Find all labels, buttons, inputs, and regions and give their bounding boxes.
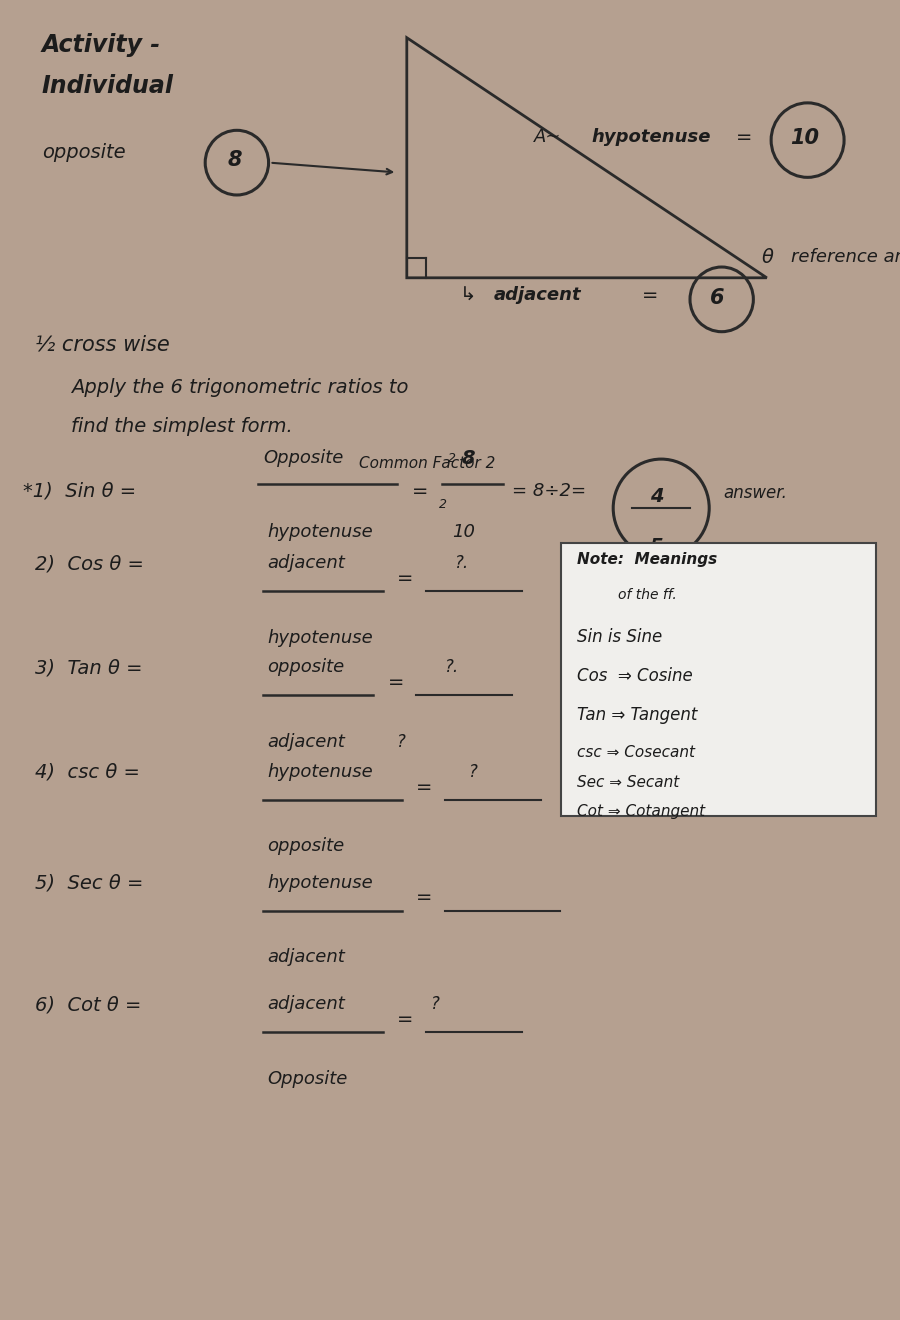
Text: adjacent: adjacent <box>267 948 346 966</box>
Text: hypotenuse: hypotenuse <box>267 874 374 891</box>
Text: =: = <box>417 888 433 907</box>
Text: 2)  Cos θ =: 2) Cos θ = <box>35 554 144 573</box>
Text: hypotenuse: hypotenuse <box>267 523 374 541</box>
Text: Activity -: Activity - <box>42 33 161 57</box>
Text: Apply the 6 trigonometric ratios to: Apply the 6 trigonometric ratios to <box>71 378 409 397</box>
Text: 3)  Tan θ =: 3) Tan θ = <box>35 659 143 677</box>
Text: adjacent: adjacent <box>267 995 346 1014</box>
Text: *1)  Sin θ =: *1) Sin θ = <box>22 482 136 500</box>
Text: =: = <box>388 673 404 692</box>
Text: =: = <box>642 285 659 305</box>
Text: hypotenuse: hypotenuse <box>267 763 374 781</box>
Text: 5: 5 <box>650 537 663 557</box>
Text: Opposite: Opposite <box>267 1069 348 1088</box>
Text: =: = <box>735 128 752 148</box>
Text: answer.: answer. <box>724 483 788 502</box>
Text: Sec ⇒ Secant: Sec ⇒ Secant <box>577 775 679 789</box>
Text: adjacent: adjacent <box>267 554 346 572</box>
Text: hypotenuse: hypotenuse <box>591 128 711 147</box>
Text: hypotenuse: hypotenuse <box>267 628 374 647</box>
Text: 10: 10 <box>790 128 819 148</box>
Text: Common Factor 2: Common Factor 2 <box>359 457 495 471</box>
Text: θ: θ <box>762 248 774 268</box>
Text: 5)  Sec θ =: 5) Sec θ = <box>35 874 144 892</box>
Text: Tan ⇒ Tangent: Tan ⇒ Tangent <box>577 706 698 725</box>
Text: 6: 6 <box>710 288 724 308</box>
Text: = 8÷2=: = 8÷2= <box>512 482 587 500</box>
Text: 8: 8 <box>462 449 475 469</box>
Text: ?.: ?. <box>446 659 459 676</box>
Text: 2: 2 <box>438 498 446 511</box>
Text: csc ⇒ Cosecant: csc ⇒ Cosecant <box>577 746 695 760</box>
Text: ↳: ↳ <box>460 285 476 305</box>
Text: adjacent: adjacent <box>267 733 346 751</box>
Text: Cos  ⇒ Cosine: Cos ⇒ Cosine <box>577 667 692 685</box>
Text: opposite: opposite <box>42 143 126 162</box>
Text: ?: ? <box>431 995 440 1014</box>
Text: 10: 10 <box>452 523 475 541</box>
Text: Individual: Individual <box>42 74 174 98</box>
Text: Opposite: Opposite <box>263 449 343 467</box>
Text: 8: 8 <box>228 150 242 170</box>
Text: ½ cross wise: ½ cross wise <box>35 335 170 355</box>
Text: 4)  csc θ =: 4) csc θ = <box>35 763 140 781</box>
Text: =: = <box>411 482 428 500</box>
Text: of the ff.: of the ff. <box>618 589 677 602</box>
Text: Note:  Meanings: Note: Meanings <box>577 552 717 568</box>
Text: =: = <box>397 569 414 587</box>
Text: ?: ? <box>397 733 406 751</box>
Text: =: = <box>397 1010 414 1028</box>
Text: =: = <box>417 777 433 796</box>
Text: Cot ⇒ Cotangent: Cot ⇒ Cotangent <box>577 804 705 818</box>
Text: Sin is Sine: Sin is Sine <box>577 627 662 645</box>
Text: 2: 2 <box>448 453 456 465</box>
Text: ?: ? <box>469 763 478 781</box>
Text: opposite: opposite <box>267 659 345 676</box>
FancyBboxPatch shape <box>562 544 877 816</box>
Text: ?.: ?. <box>454 554 469 572</box>
Text: opposite: opposite <box>267 837 345 855</box>
Text: reference angle: reference angle <box>791 248 900 267</box>
Text: 4: 4 <box>650 487 663 506</box>
Text: A~: A~ <box>534 128 562 147</box>
Text: adjacent: adjacent <box>493 285 580 304</box>
Text: 6)  Cot θ =: 6) Cot θ = <box>35 995 141 1014</box>
Text: find the simplest form.: find the simplest form. <box>71 417 292 436</box>
